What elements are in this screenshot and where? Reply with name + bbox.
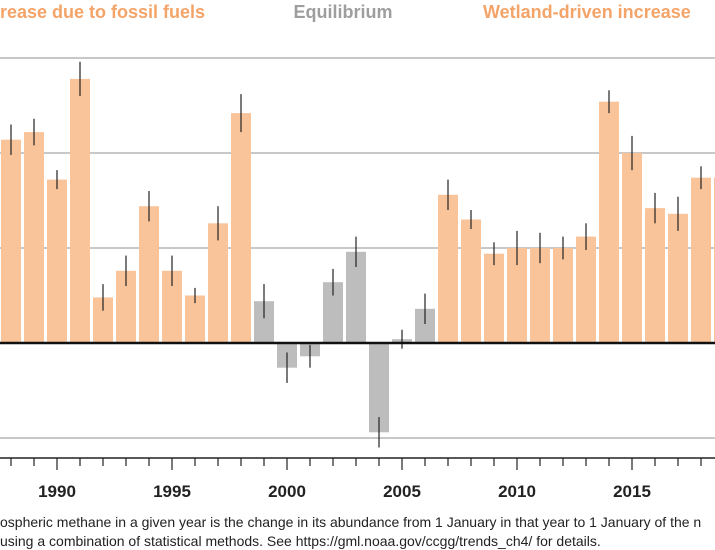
bar-1996 xyxy=(185,295,205,343)
x-tick-label: 2010 xyxy=(498,482,536,501)
bar-2016 xyxy=(645,208,665,343)
x-tick-label: 1995 xyxy=(153,482,191,501)
bar-2004 xyxy=(369,343,389,433)
bar-1993 xyxy=(116,270,136,343)
x-axis-ticks xyxy=(10,458,702,470)
bar-2010 xyxy=(507,248,527,343)
bar-2006 xyxy=(415,308,435,343)
footnote-line-2: using a combination of statistical metho… xyxy=(0,533,601,549)
bar-1991 xyxy=(70,78,90,344)
x-tick-label: 2015 xyxy=(613,482,651,501)
bar-2008 xyxy=(461,219,481,343)
bar-1997 xyxy=(208,223,228,343)
bar-2003 xyxy=(346,251,366,343)
bar-2011 xyxy=(530,248,550,343)
bar-2013 xyxy=(576,236,596,343)
bar-1992 xyxy=(93,297,113,343)
footnote-line-1: ospheric methane in a given year is the … xyxy=(0,514,701,530)
bar-1988 xyxy=(1,139,21,343)
phase-label-wetland: Wetland-driven increase xyxy=(483,2,691,22)
bar-2009 xyxy=(484,253,504,343)
bar-2007 xyxy=(438,194,458,343)
bars xyxy=(1,78,715,433)
bar-2018 xyxy=(691,177,711,343)
bar-2015 xyxy=(622,153,642,343)
bar-2002 xyxy=(323,282,343,343)
x-axis-labels: 1990 1995 2000 2005 2010 2015 xyxy=(38,482,651,501)
x-tick-label: 2000 xyxy=(268,482,306,501)
bar-2014 xyxy=(599,101,619,343)
bar-2017 xyxy=(668,213,688,343)
error-bars xyxy=(10,61,702,448)
bar-1999 xyxy=(254,301,274,343)
phase-label-equilibrium: Equilibrium xyxy=(294,2,393,22)
bar-1994 xyxy=(139,206,159,343)
bar-2012 xyxy=(553,248,573,343)
x-tick-label: 2005 xyxy=(383,482,421,501)
bar-1990 xyxy=(47,179,67,343)
bar-1995 xyxy=(162,270,182,343)
bar-1998 xyxy=(231,113,251,343)
bar-1989 xyxy=(24,132,44,343)
x-tick-label: 1990 xyxy=(38,482,76,501)
phase-label-fossil-fuels: rease due to fossil fuels xyxy=(0,2,205,22)
